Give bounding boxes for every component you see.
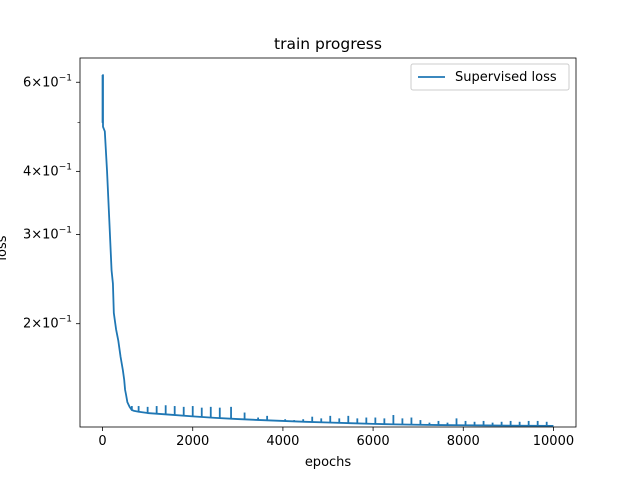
y-tick-label: 3×10−1	[23, 226, 72, 243]
x-tick-label: 10000	[533, 434, 574, 449]
y-axis-label: loss	[0, 235, 10, 260]
legend: Supervised loss	[410, 63, 570, 91]
x-tick-label: 4000	[266, 434, 299, 449]
x-tick-label: 2000	[176, 434, 209, 449]
y-tick-label: 2×10−1	[23, 315, 72, 332]
series-line-supervised-loss	[101, 74, 554, 427]
y-tick-label-exponent: −1	[59, 162, 72, 172]
y-axis: 2×10−13×10−14×10−16×10−1	[23, 73, 80, 332]
chart-title: train progress	[274, 35, 382, 53]
plot-area	[101, 74, 554, 427]
y-tick-label-base: 3×10	[23, 228, 59, 243]
y-tick-label-base: 4×10	[23, 164, 59, 179]
x-axis: 0 2000 4000 6000 8000 10000	[98, 427, 574, 449]
y-tick-label-base: 6×10	[23, 75, 59, 90]
y-tick-label: 4×10−1	[23, 162, 72, 179]
y-tick-label-exponent: −1	[59, 73, 72, 83]
y-tick-label-exponent: −1	[59, 226, 72, 236]
x-tick-label: 0	[98, 434, 106, 449]
legend-label-supervised-loss: Supervised loss	[455, 70, 557, 85]
y-tick-label: 6×10−1	[23, 73, 72, 90]
y-tick-label-exponent: −1	[59, 315, 72, 325]
x-axis-label: epochs	[305, 455, 352, 470]
legend-box	[410, 63, 570, 91]
plot-frame	[79, 57, 577, 428]
x-tick-label: 6000	[357, 434, 390, 449]
x-tick-label: 8000	[447, 434, 480, 449]
y-tick-label-base: 2×10	[23, 317, 59, 332]
